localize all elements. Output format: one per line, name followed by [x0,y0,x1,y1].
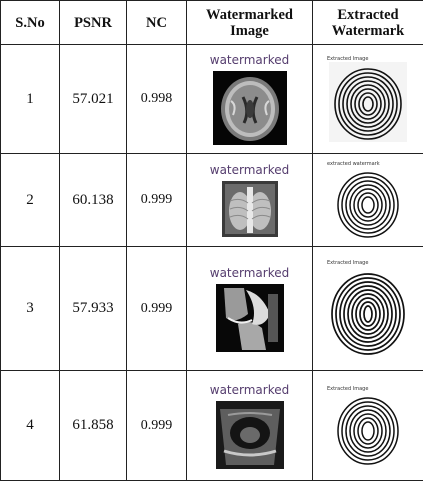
extracted-caption: Extracted Image [313,386,423,392]
chest-xray-image [222,181,278,237]
row-psnr: 57.021 [60,45,127,154]
fingerprint-image [332,392,404,466]
watermarked-caption: watermarked [187,163,312,177]
watermarked-image-cell: watermarked [187,45,313,154]
header-nc: NC [127,1,187,45]
row-psnr: 61.858 [60,371,127,481]
header-extracted-watermark: Extracted Watermark [313,1,423,45]
watermarked-image-cell: watermarked [187,371,313,481]
header-sno: S.No [1,1,60,45]
row-psnr: 57.933 [60,247,127,371]
row-sno: 4 [1,371,60,481]
header-watermarked-image: Watermarked Image [187,1,313,45]
table-row: 3 57.933 0.999 watermarked Extracted Ima… [1,247,423,371]
extracted-caption: extracted watermark [313,161,423,167]
watermarked-caption: watermarked [187,53,312,67]
ultrasound-image [216,401,284,469]
watermarked-image-cell: watermarked [187,154,313,247]
row-nc: 0.999 [127,154,187,247]
watermarked-image-cell: watermarked [187,247,313,371]
extracted-watermark-cell: extracted watermark [313,154,423,247]
header-psnr: PSNR [60,1,127,45]
watermarked-caption: watermarked [187,383,312,397]
row-nc: 0.999 [127,371,187,481]
watermarked-caption: watermarked [187,266,312,280]
fingerprint-image [326,266,410,358]
extracted-watermark-cell: Extracted Image [313,247,423,371]
extracted-watermark-cell: Extracted Image [313,45,423,154]
row-sno: 1 [1,45,60,154]
row-psnr: 60.138 [60,154,127,247]
extracted-watermark-cell: Extracted Image [313,371,423,481]
knee-mri-image [216,284,284,352]
brain-mri-image [213,71,287,145]
table-row: 1 57.021 0.998 watermarked Extracted Ima… [1,45,423,154]
row-nc: 0.999 [127,247,187,371]
table-row: 2 60.138 0.999 watermarked extracted wat… [1,154,423,247]
row-sno: 2 [1,154,60,247]
header-watermarked-text: Watermarked Image [204,7,296,39]
fingerprint-image [332,167,404,239]
row-sno: 3 [1,247,60,371]
table-row: 4 61.858 0.999 watermarked Extracted Ima… [1,371,423,481]
row-nc: 0.998 [127,45,187,154]
fingerprint-image [329,62,407,142]
header-row: S.No PSNR NC Watermarked Image Extracted… [1,1,423,45]
header-extracted-text: Extracted Watermark [322,7,414,39]
